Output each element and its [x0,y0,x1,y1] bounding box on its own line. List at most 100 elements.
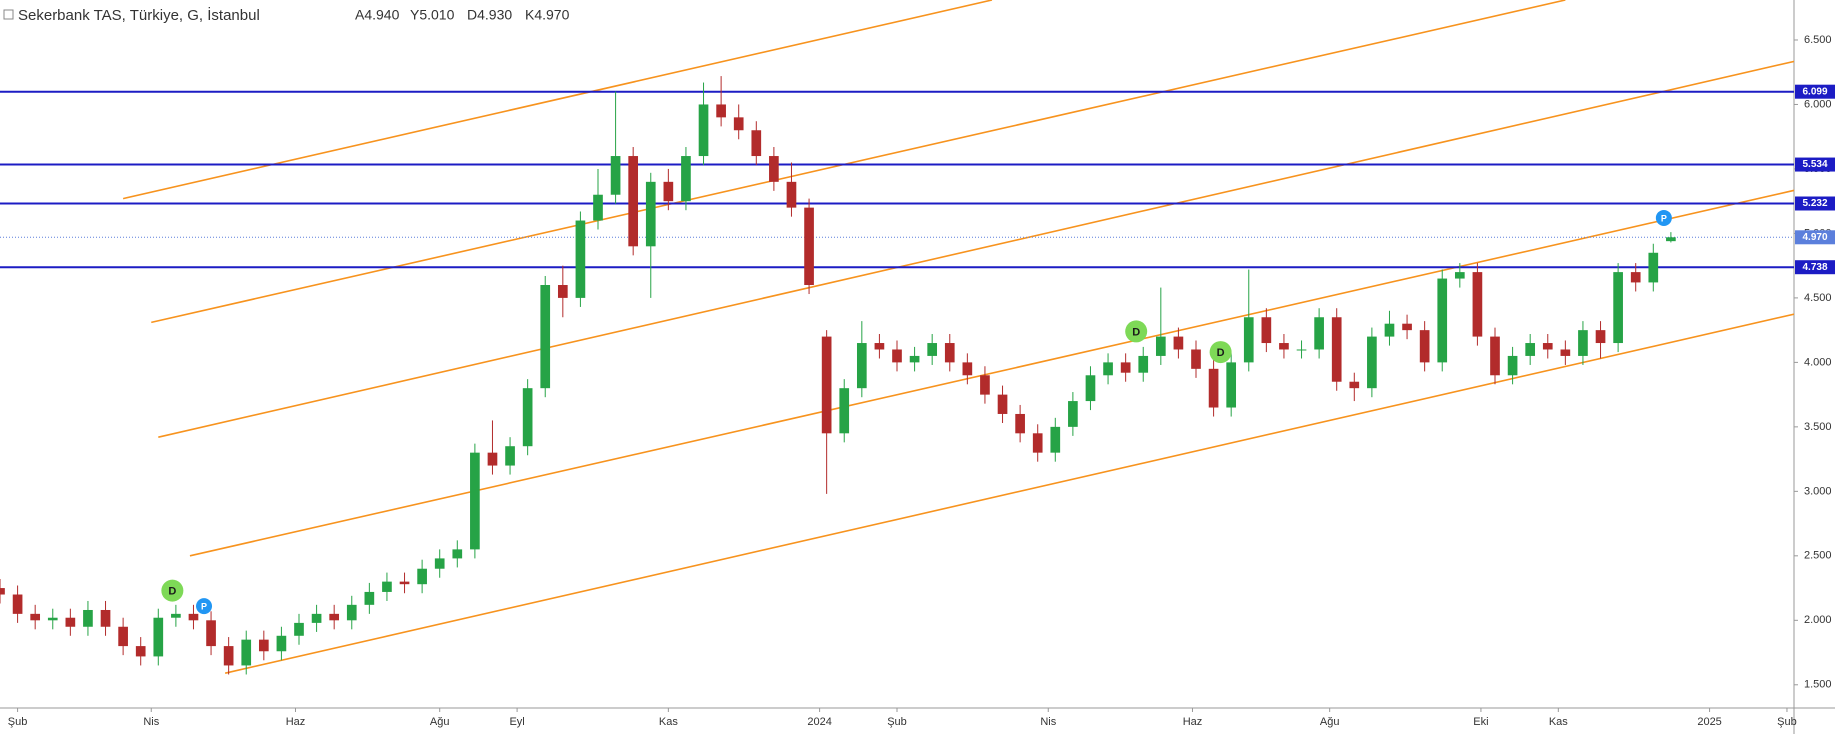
candle-body [329,613,340,621]
candle-body [487,452,498,466]
trendline [189,189,1794,557]
y-tick-label: 3.000 [1804,485,1832,497]
trendline [151,0,1566,324]
candle-body [698,104,709,157]
candle-body [1402,323,1412,331]
candle-body [1349,381,1360,389]
symbol: Sekerbank TAS, Türkiye, G, İstanbul [18,6,260,24]
y-tick-label: 2.000 [1804,614,1832,626]
candle-body [575,220,586,298]
candle-body [804,207,814,286]
level-tag [1795,260,1835,275]
candle-body [716,104,726,118]
candle-body [1138,355,1149,373]
signal-label: D [168,586,176,598]
y-tick-label: 4.500 [1804,292,1832,304]
candle-body [452,549,463,559]
candle-body [839,388,850,434]
candle-body [206,620,216,647]
candle-body [1208,368,1219,408]
y-tick-label: 6.500 [1804,34,1832,46]
candle-body [417,568,427,585]
candle-body [1279,343,1289,350]
candle-body [909,355,920,363]
candle-body [1120,362,1131,373]
candle-body [1085,375,1096,402]
candle-body [1032,433,1043,453]
candle-body [1050,426,1061,453]
candle-body [1015,413,1025,434]
x-tick-label: Şub [1777,716,1797,728]
y-tick-label: 3.500 [1804,421,1832,433]
candle-body [1103,362,1113,376]
y-tick-label: 4.000 [1804,356,1832,368]
level-tag [1795,196,1835,211]
signal-marker [1209,341,1232,364]
candle-body [0,588,5,595]
x-tick-label: 2024 [807,716,831,728]
candle-body [1261,317,1272,344]
candle-body [223,646,234,666]
candle-body [1243,317,1254,363]
level-label: 6.099 [1802,86,1827,97]
candle-body [751,130,762,157]
signal-label: P [1661,213,1667,223]
candle-body [610,156,621,195]
x-tick-label: Kas [1549,716,1568,728]
candle-body [12,594,23,614]
candle-body [30,613,41,621]
candle-body [399,581,410,585]
level-label: 4.738 [1802,262,1827,273]
candle-body [434,558,445,569]
trendline [158,60,1794,438]
candle-body [1454,272,1465,279]
candle-body [276,635,287,652]
signal-label: P [201,601,207,611]
candle-body [892,349,902,363]
x-tick-label: Nis [1040,716,1056,728]
level-label: 5.232 [1802,198,1827,209]
candle-body [346,604,357,621]
last-price-tag [1795,230,1835,245]
candle-body [188,613,199,621]
level-tag [1795,84,1835,99]
x-tick-label: Ağu [1320,716,1340,728]
candle-body [1507,355,1518,376]
y-tick-label: 1.500 [1804,679,1832,691]
x-tick-label: Ağu [430,716,450,728]
candle-body [470,452,480,550]
candle-body [1314,317,1324,350]
candle-body [1542,343,1553,350]
candle-body [294,622,304,636]
candle-body [1437,278,1448,363]
candle-body [65,617,76,627]
candle-body [962,362,973,376]
candle-body [47,617,58,621]
x-tick-label: Şub [8,716,28,728]
close-value: K4.970 [525,7,570,23]
candle-body [1525,343,1536,356]
low-value: D4.930 [467,7,512,23]
candle-body [364,591,375,605]
candle-body [1613,272,1623,344]
collapse-icon[interactable] [3,9,14,20]
candle-body [1068,401,1078,427]
candle-body [311,613,322,623]
candle-body [1384,323,1395,337]
candle-body [1331,317,1342,382]
x-tick-label: Eyl [509,716,524,728]
plot: D P D D P [0,0,1794,675]
y-tick-label: 6.000 [1804,98,1832,110]
candle-body [874,343,885,350]
signal-label: D [1132,326,1140,338]
candle-body [1367,336,1377,389]
candle-body [663,181,674,202]
candle-body [681,156,691,202]
candle-body [1472,272,1483,337]
candle-body [944,343,955,363]
trendline [224,313,1794,674]
candle-body [118,626,128,647]
candle-body [1490,336,1500,376]
signal-marker [161,579,184,602]
